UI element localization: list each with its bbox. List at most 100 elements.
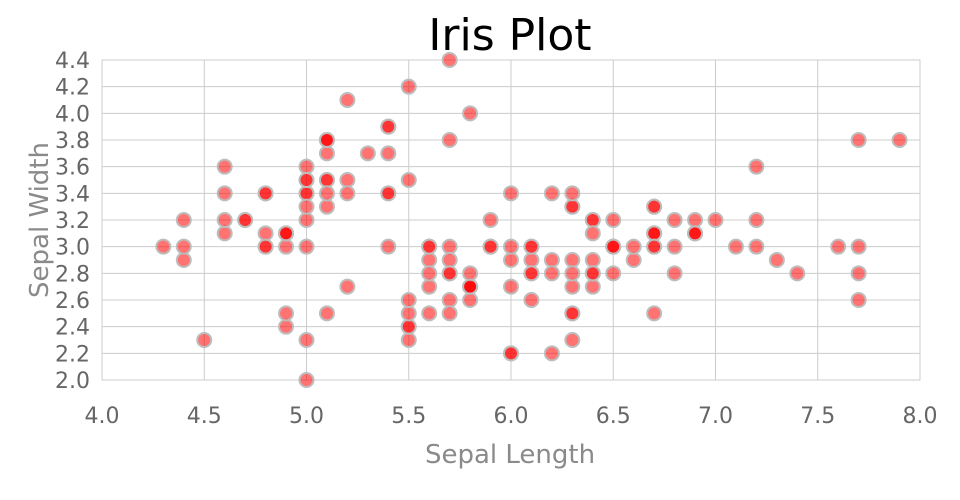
data-point bbox=[584, 212, 601, 228]
data-point bbox=[380, 238, 397, 255]
y-tick-label: 4.2 bbox=[55, 76, 90, 101]
y-tick-label: 3.6 bbox=[55, 156, 90, 181]
data-point bbox=[318, 185, 335, 202]
data-point bbox=[646, 225, 663, 242]
data-point bbox=[278, 225, 295, 242]
data-point bbox=[318, 172, 335, 188]
data-point bbox=[503, 185, 519, 202]
y-tick-label: 4.4 bbox=[55, 49, 90, 74]
data-point bbox=[298, 372, 315, 388]
data-point bbox=[625, 238, 642, 255]
data-point bbox=[666, 238, 683, 255]
data-point bbox=[400, 78, 417, 95]
data-point bbox=[421, 305, 438, 322]
data-point bbox=[298, 185, 315, 202]
data-point bbox=[748, 238, 765, 255]
data-point bbox=[318, 132, 335, 148]
data-point bbox=[380, 118, 397, 135]
data-point bbox=[155, 238, 172, 255]
data-point bbox=[278, 238, 295, 255]
data-point bbox=[482, 212, 499, 228]
data-point bbox=[421, 278, 438, 295]
data-point bbox=[441, 265, 458, 282]
data-point bbox=[175, 238, 192, 255]
x-axis-label: Sepal Length bbox=[425, 440, 595, 470]
y-tick-label: 2.0 bbox=[55, 369, 90, 394]
data-point bbox=[380, 145, 397, 162]
data-point bbox=[605, 238, 622, 255]
data-point bbox=[523, 265, 540, 282]
data-point bbox=[543, 185, 560, 202]
data-point bbox=[380, 185, 397, 202]
y-tick-label: 3.2 bbox=[55, 209, 90, 234]
data-point bbox=[400, 292, 417, 308]
x-tick-label: 4.0 bbox=[85, 404, 120, 429]
x-tick-label: 7.0 bbox=[698, 404, 733, 429]
plot-area bbox=[101, 59, 921, 381]
data-point bbox=[298, 238, 315, 255]
data-point bbox=[441, 292, 458, 308]
x-tick-labels: 4.0 4.5 5.0 5.5 6.0 6.5 7.0 7.5 8.0 bbox=[85, 404, 938, 429]
data-point bbox=[850, 132, 867, 148]
data-point bbox=[318, 145, 335, 162]
data-point bbox=[359, 145, 376, 162]
data-point bbox=[400, 305, 417, 322]
data-point bbox=[441, 305, 458, 322]
y-tick-label: 4.0 bbox=[55, 102, 90, 127]
data-point bbox=[237, 212, 254, 228]
data-point bbox=[503, 345, 519, 362]
data-point bbox=[339, 185, 356, 202]
data-point bbox=[605, 212, 622, 228]
data-point bbox=[564, 265, 581, 282]
data-point bbox=[523, 238, 540, 255]
data-point bbox=[339, 92, 356, 108]
data-point bbox=[564, 332, 581, 348]
data-point bbox=[441, 132, 458, 148]
data-point bbox=[462, 278, 479, 295]
data-point bbox=[278, 305, 295, 322]
data-point bbox=[298, 198, 315, 215]
data-point bbox=[687, 225, 704, 242]
y-tick-label: 3.4 bbox=[55, 182, 90, 207]
data-point bbox=[523, 292, 540, 308]
data-point bbox=[748, 158, 765, 175]
data-point bbox=[257, 225, 274, 242]
data-point bbox=[257, 185, 274, 202]
data-point bbox=[400, 318, 417, 335]
data-point bbox=[727, 238, 744, 255]
data-point bbox=[216, 185, 233, 202]
y-tick-label: 2.2 bbox=[55, 342, 90, 367]
x-tick-label: 8.0 bbox=[903, 404, 938, 429]
data-point bbox=[462, 265, 479, 282]
data-point bbox=[687, 212, 704, 228]
data-point bbox=[196, 332, 213, 348]
y-tick-label: 2.4 bbox=[55, 316, 90, 341]
data-point bbox=[216, 225, 233, 242]
data-point bbox=[298, 212, 315, 228]
data-point bbox=[421, 252, 438, 268]
y-tick-label: 2.6 bbox=[55, 289, 90, 314]
x-tick-label: 4.5 bbox=[187, 404, 222, 429]
data-point bbox=[564, 185, 581, 202]
y-tick-label: 2.8 bbox=[55, 262, 90, 287]
data-point bbox=[850, 238, 867, 255]
data-point bbox=[850, 265, 867, 282]
data-point bbox=[298, 172, 315, 188]
data-point bbox=[421, 238, 438, 255]
data-point bbox=[748, 212, 765, 228]
data-point bbox=[543, 252, 560, 268]
data-point bbox=[421, 265, 438, 282]
y-axis-label: Sepal Width bbox=[25, 142, 55, 298]
data-point bbox=[441, 238, 458, 255]
data-point bbox=[891, 132, 908, 148]
data-point bbox=[216, 158, 233, 175]
data-point bbox=[584, 278, 601, 295]
data-point bbox=[216, 212, 233, 228]
data-point bbox=[564, 252, 581, 268]
data-point bbox=[318, 305, 335, 322]
data-point bbox=[339, 278, 356, 295]
data-point bbox=[482, 238, 499, 255]
data-point bbox=[257, 238, 274, 255]
data-point bbox=[564, 278, 581, 295]
